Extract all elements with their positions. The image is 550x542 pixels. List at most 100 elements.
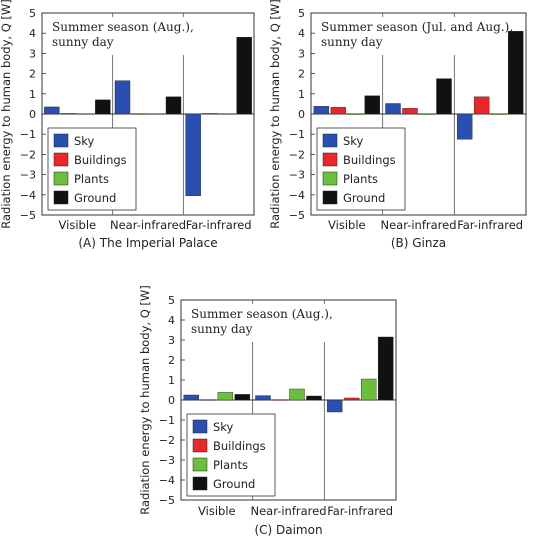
legend-swatch-plants [53,171,69,186]
bar-ground-far-infrared [236,37,252,115]
bar-buildings-far-infrared [473,96,490,115]
bar-sky-far-infrared [326,399,343,413]
y-axis-label: Radiation energy to human body, Q [W] [138,285,152,515]
bar-plants-far-infrared [219,113,235,115]
bar-sky-visible [183,394,200,401]
y-tick-label: −1 [289,128,305,141]
chart-1: 5 4 3 2 1 0 −1 −2 −3 −4 −5 Radiation energy to huma… [0,0,255,250]
panel-caption: (B) Ginza [391,236,446,250]
bar-buildings-near-infrared [402,108,418,115]
y-tick-label: 2 [29,68,36,81]
y-tick-label: 5 [29,7,36,20]
bar-ground-far-infrared [377,336,394,401]
category-label: Near-infrared [380,218,456,232]
legend-swatch-sky [53,133,69,148]
bar-plants-near-infrared [148,113,165,115]
legend-swatch-sky [192,419,208,434]
bar-plants-near-infrared [419,113,435,115]
bar-ground-visible [95,99,111,115]
panel-caption: (A) The Imperial Palace [78,236,217,250]
annotation-line: Summer season (Aug.), [52,20,194,34]
bar-plants-far-infrared [490,113,507,115]
y-tick-label: 4 [29,27,36,40]
legend-swatch-buildings [192,438,208,453]
legend-label-ground: Ground [343,191,385,205]
bar-buildings-near-infrared [131,113,148,115]
y-tick-label: −5 [289,209,305,222]
y-tick-label: 0 [298,108,305,121]
category-label: Far-infrared [186,218,252,232]
category-label: Visible [198,504,236,518]
bar-buildings-visible [330,107,347,115]
y-tick-label: 5 [168,294,175,307]
category-label: Near-infrared [250,504,326,518]
annotation-line: sunny day [191,322,253,336]
legend-label-ground: Ground [74,191,116,205]
legend-label-sky: Sky [213,420,234,434]
legend-label-buildings: Buildings [213,439,266,453]
y-tick-label: 4 [168,314,175,327]
category-label: Near-infrared [110,218,186,232]
bar-sky-near-infrared [385,103,401,115]
annotation-line: Summer season (Aug.), [191,307,333,321]
bar-buildings-far-infrared [202,113,218,115]
bar-ground-near-infrared [306,395,322,401]
legend-label-sky: Sky [343,134,364,148]
legend-label-buildings: Buildings [343,153,396,167]
y-tick-label: −1 [159,414,175,427]
bar-sky-near-infrared [114,80,131,115]
legend-label-plants: Plants [213,458,248,472]
bar-ground-visible [234,394,251,401]
y-tick-label: −3 [289,169,305,182]
y-tick-label: 0 [168,394,175,407]
bar-sky-visible [313,106,330,115]
chart-2: 5 4 3 2 1 0 −1 −2 −3 −4 −5 Radiation energy to huma… [268,0,527,250]
bar-ground-far-infrared [507,30,524,115]
legend-swatch-ground [53,190,69,205]
y-tick-label: −3 [159,454,175,467]
y-tick-label: 5 [298,7,305,20]
bar-buildings-far-infrared [343,397,360,401]
chart-3: 5 4 3 2 1 0 −1 −2 −3 −4 −5 Radiation energy to huma… [138,285,397,537]
bar-buildings-visible [61,113,77,115]
y-tick-label: 1 [298,88,305,101]
legend-label-sky: Sky [74,134,95,148]
y-tick-label: 0 [29,108,36,121]
bar-sky-visible [44,106,60,115]
y-tick-label: −4 [159,474,175,487]
y-tick-label: 2 [168,354,175,367]
bar-sky-near-infrared [255,395,271,401]
bar-buildings-visible [200,399,217,401]
y-tick-label: 3 [298,47,305,60]
annotation-background [48,17,186,55]
legend-label-plants: Plants [74,172,109,186]
legend-swatch-plants [192,457,208,472]
annotation-line: Summer season (Jul. and Aug.), [321,20,513,34]
category-label: Visible [59,218,97,232]
y-tick-label: −2 [20,148,36,161]
category-label: Far-infrared [327,504,393,518]
y-tick-label: 4 [298,27,305,40]
y-tick-label: −2 [159,434,175,447]
legend-label-buildings: Buildings [74,153,127,167]
legend-label-ground: Ground [213,477,255,491]
y-tick-label: −5 [159,494,175,507]
bar-plants-visible [78,113,94,115]
annotation-line: sunny day [321,35,383,49]
bar-ground-near-infrared [436,78,452,115]
y-tick-label: −2 [289,148,305,161]
bar-sky-far-infrared [456,113,473,140]
bar-plants-visible [347,113,364,115]
y-tick-label: 2 [298,68,305,81]
y-tick-label: −1 [20,128,36,141]
annotation-background [317,17,485,55]
y-tick-label: 1 [29,88,36,101]
annotation-background [187,304,325,342]
bar-buildings-near-infrared [272,399,288,401]
legend-swatch-buildings [322,152,338,167]
bar-plants-far-infrared [360,378,377,401]
y-axis-label: Radiation energy to human body, Q [W] [268,0,282,229]
panel-caption: (C) Daimon [254,523,322,537]
y-tick-label: 3 [29,47,36,60]
